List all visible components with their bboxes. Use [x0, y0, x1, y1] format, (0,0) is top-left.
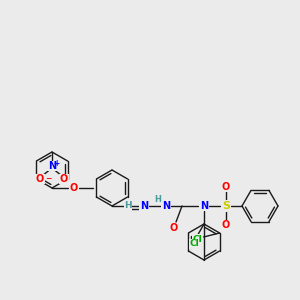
Text: O: O: [60, 174, 68, 184]
Text: N: N: [48, 161, 56, 171]
Text: O: O: [222, 220, 230, 230]
Text: O: O: [70, 183, 78, 193]
Text: +: +: [53, 158, 59, 167]
Text: O: O: [36, 174, 44, 184]
Text: O: O: [170, 223, 178, 233]
Text: O: O: [222, 182, 230, 192]
Text: S: S: [222, 201, 230, 211]
Text: N: N: [200, 201, 208, 211]
Text: N: N: [140, 201, 148, 211]
Text: H: H: [124, 202, 132, 211]
Text: H: H: [154, 194, 161, 203]
Text: Cl: Cl: [193, 235, 202, 244]
Text: N: N: [162, 201, 170, 211]
Text: Cl: Cl: [189, 239, 199, 248]
Text: −: −: [45, 175, 51, 184]
